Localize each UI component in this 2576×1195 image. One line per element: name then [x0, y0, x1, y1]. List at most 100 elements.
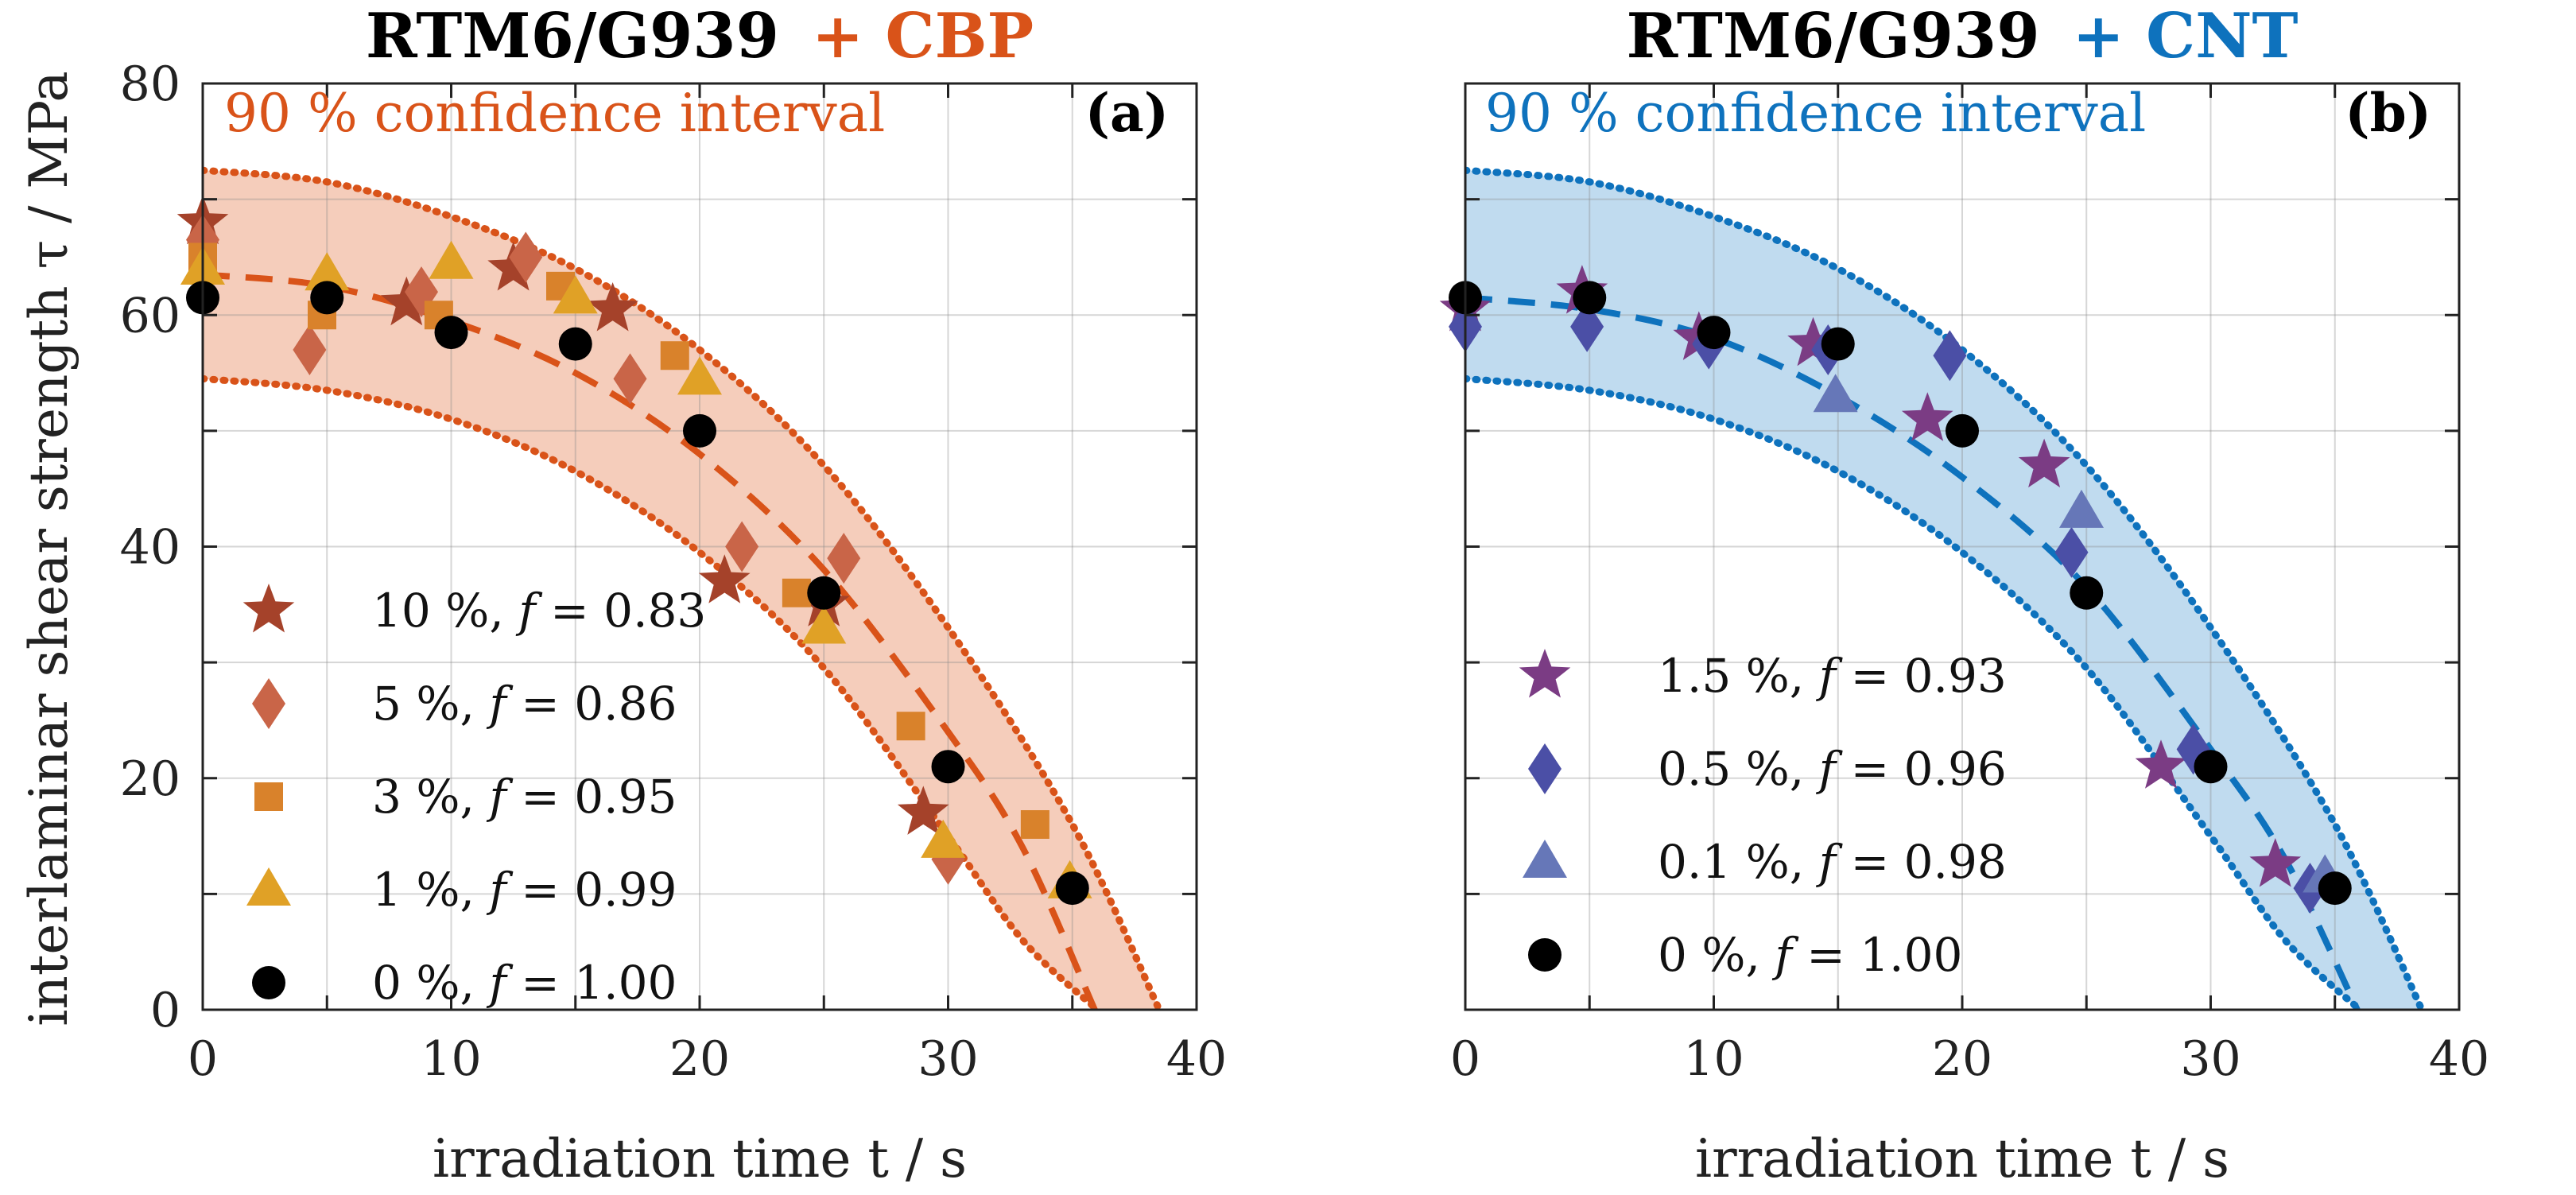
legend-concentration: 1.5 %,	[1658, 649, 1819, 703]
data-point	[1933, 330, 1967, 382]
data-point	[921, 819, 966, 858]
y-tick-label: 40	[120, 520, 180, 576]
legend: 10 %, f = 0.83 5 %, f = 0.86 3 %, f = 0.95…	[242, 584, 706, 1010]
legend-marker	[252, 678, 285, 729]
data-point	[553, 275, 598, 314]
confidence-lower-line	[203, 374, 1101, 1010]
data-point	[677, 356, 722, 395]
x-tick-label: 40	[1166, 1031, 1227, 1087]
data-point	[558, 327, 592, 361]
data-point	[1570, 301, 1604, 352]
confidence-annotation: 90 % confidence interval	[1485, 83, 2146, 144]
data-point	[896, 712, 925, 741]
panel-b-title-suffix: + CNT	[2073, 0, 2299, 72]
data-point	[1697, 316, 1731, 350]
data-point	[2059, 489, 2104, 528]
legend-marker	[1528, 743, 1562, 794]
legend-label: 0.5 %, f = 0.96	[1658, 742, 2007, 796]
panel-b-cnt: RTM6/G939 + CNT irradiation time t / s 0…	[1439, 0, 2489, 1189]
data-point	[1573, 281, 1607, 315]
panel-b-title: RTM6/G939 + CNT	[1626, 0, 2298, 72]
legend-marker	[254, 782, 283, 811]
legend-f-value: = 0.99	[506, 863, 677, 917]
legend-label: 1.5 %, f = 0.93	[1658, 649, 2007, 703]
x-tick-label: 20	[1932, 1031, 1992, 1087]
data-point	[1901, 392, 1953, 441]
y-tick-label: 20	[120, 751, 180, 807]
legend-label: 5 %, f = 0.86	[372, 677, 677, 731]
data-point	[434, 316, 468, 350]
data-point	[782, 578, 811, 607]
legend-label: 0 %, f = 1.00	[1658, 928, 1962, 982]
legend-label: 10 %, f = 0.83	[372, 584, 706, 638]
legend-f-value: = 1.00	[506, 956, 677, 1010]
panel-a-title: RTM6/G939 + CBP	[366, 0, 1034, 72]
data-point	[487, 242, 539, 291]
y-tick-label: 0	[150, 983, 180, 1038]
legend-concentration: 0.1 %,	[1658, 835, 1819, 889]
legend-concentration: 3 %,	[372, 770, 489, 824]
data-point	[2194, 750, 2228, 784]
series-4	[186, 281, 1089, 906]
legend-marker	[1519, 649, 1571, 698]
data-point	[683, 413, 716, 448]
y-tick-label: 60	[120, 288, 180, 343]
data-point	[2018, 438, 2070, 488]
panel-b-title-main: RTM6/G939	[1626, 0, 2039, 72]
legend-marker	[1528, 938, 1562, 972]
confidence-band	[203, 170, 1160, 1010]
confidence-upper-line	[203, 166, 1163, 1010]
data-point	[1020, 810, 1049, 839]
data-point	[660, 341, 689, 371]
data-point	[2318, 871, 2352, 906]
x-tick-label: 10	[421, 1031, 481, 1087]
legend-f-value: = 0.83	[536, 584, 707, 638]
legend-f-value: = 0.96	[1836, 742, 2007, 796]
x-tick-label: 10	[1683, 1031, 1744, 1087]
confidence-band	[1465, 170, 2423, 1010]
legend-concentration: 10 %,	[372, 584, 518, 638]
legend-marker	[1523, 840, 1567, 878]
legend-f-value: = 0.93	[1836, 649, 2007, 703]
data-point	[1813, 374, 1858, 413]
x-tick-label: 0	[1450, 1031, 1480, 1087]
data-point	[931, 750, 965, 784]
legend-marker	[252, 966, 285, 999]
data-point	[2135, 739, 2187, 789]
x-tick-label: 30	[918, 1031, 978, 1087]
legend-f-value: = 0.98	[1836, 835, 2007, 889]
data-point	[305, 252, 350, 291]
legend-label: 1 %, f = 0.99	[372, 863, 677, 917]
data-point	[801, 605, 847, 644]
x-tick-label: 30	[2180, 1031, 2240, 1087]
data-point	[1055, 871, 1089, 906]
data-point	[293, 324, 327, 375]
legend: 1.5 %, f = 0.93 0.5 %, f = 0.96 0.1 %, f =…	[1519, 649, 2007, 982]
data-point	[1946, 413, 1979, 448]
data-point	[587, 282, 638, 332]
fit-curve	[1465, 294, 2361, 1010]
fit-curve	[203, 271, 1098, 1010]
legend-f-value: = 0.95	[506, 770, 677, 824]
data-point	[807, 576, 841, 610]
x-tick-label: 20	[669, 1031, 730, 1087]
data-point	[827, 533, 861, 584]
data-point	[1821, 327, 1855, 361]
x-tick-label: 40	[2429, 1031, 2489, 1087]
panel-label: (a)	[1085, 82, 1169, 144]
legend-marker	[242, 584, 295, 633]
panel-label: (b)	[2345, 82, 2431, 144]
legend-f-value: = 0.86	[506, 677, 677, 731]
confidence-lower-line	[1465, 374, 2364, 1010]
legend-label: 3 %, f = 0.95	[372, 770, 677, 824]
data-point	[698, 554, 751, 603]
data-point	[380, 276, 433, 326]
confidence-upper-line	[1465, 166, 2426, 1010]
legend-label: 0 %, f = 1.00	[372, 956, 677, 1010]
panel-b-x-axis-label: irradiation time t / s	[1695, 1128, 2229, 1189]
legend-concentration: 0 %,	[1658, 928, 1775, 982]
legend-concentration: 5 %,	[372, 677, 489, 731]
legend-label: 0.1 %, f = 0.98	[1658, 835, 2007, 889]
legend-marker	[246, 867, 291, 906]
